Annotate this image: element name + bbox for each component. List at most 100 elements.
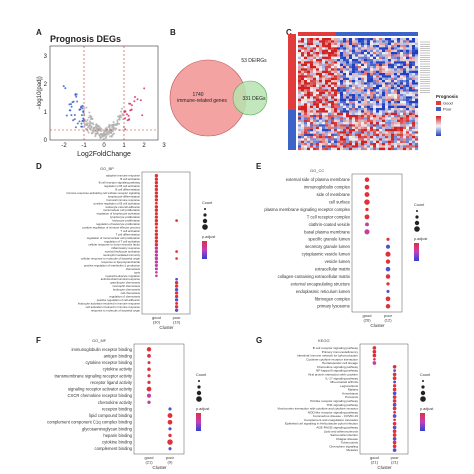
heatmap-cell [304, 42, 308, 46]
heatmap-cell [343, 103, 347, 106]
heatmap-cell [409, 138, 413, 141]
heatmap-cell [343, 145, 347, 148]
heatmap-cell [343, 45, 347, 48]
heatmap-cell [346, 112, 350, 116]
heatmap-cell [337, 75, 341, 78]
heatmap-cell [391, 80, 395, 83]
heatmap-cell [391, 103, 395, 106]
dotplot-cluster-label: (10) [173, 320, 181, 325]
heatmap-cell [310, 52, 314, 55]
heatmap-cell [415, 59, 419, 62]
heatmap-cell [373, 105, 377, 109]
heatmap-cell [352, 38, 356, 41]
heatmap-cell [319, 54, 323, 57]
heatmap-cell [385, 75, 389, 78]
heatmap-cell [367, 145, 371, 148]
dotplot-dot [386, 289, 390, 293]
heatmap-cell [376, 103, 380, 106]
legend-color-scale [196, 413, 201, 431]
heatmap-cell [334, 75, 338, 78]
dotplot-dot [174, 298, 179, 302]
heatmap-cell [331, 133, 335, 137]
volcano-xticks: -2 -1 0 1 2 3 [61, 143, 166, 149]
heatmap-cell [358, 56, 362, 60]
heatmap-cell [379, 68, 383, 71]
heatmap-cells [298, 38, 419, 151]
heatmap-cell [346, 52, 350, 55]
heatmap-cell [340, 98, 344, 102]
heatmap-cell [340, 112, 344, 116]
heatmap-cell [412, 63, 416, 67]
heatmap-cell [355, 108, 359, 111]
heatmap-cell [409, 59, 413, 62]
dotplot-cluster-label: good [363, 313, 372, 318]
heatmap-cell [298, 101, 302, 104]
dotplot-dot [392, 440, 397, 445]
heatmap-cell [364, 124, 368, 127]
legend-color-scale [202, 241, 207, 259]
heatmap-cell [376, 80, 380, 83]
heatmap-cell [331, 66, 335, 69]
dotplot-dot [146, 347, 152, 352]
heatmap-cell [394, 73, 398, 76]
heatmap-cell [304, 80, 308, 83]
heatmap-cell [409, 91, 413, 95]
heatmap-cell [409, 75, 413, 78]
heatmap-cell [355, 47, 359, 50]
heatmap-cell [412, 143, 416, 146]
heatmap-cell [334, 66, 338, 69]
heatmap-cell [298, 61, 302, 64]
heatmap-cell [376, 49, 380, 53]
heatmap-top-annotation-good [298, 32, 336, 36]
heatmap-cell [355, 56, 359, 60]
heatmap-cell [385, 61, 389, 64]
heatmap-cell [370, 138, 374, 141]
heatmap-cell [373, 131, 377, 134]
heatmap-cell [379, 126, 383, 130]
heatmap-cell [361, 122, 365, 125]
heatmap-cell [412, 42, 416, 46]
heatmap-cell [304, 82, 308, 85]
heatmap-cell [310, 56, 314, 60]
heatmap-cell [415, 110, 419, 113]
heatmap-cell [361, 89, 365, 92]
dotplot-term-label: regulation of T cell activation [104, 239, 140, 243]
heatmap-cell [346, 84, 350, 88]
heatmap-cell [364, 66, 368, 69]
heatmap-cell [304, 68, 308, 71]
heatmap-cell [388, 136, 392, 139]
heatmap-cell [331, 136, 335, 139]
heatmap-cell [382, 63, 386, 67]
heatmap-cell [310, 42, 314, 46]
volcano-point [79, 108, 82, 111]
heatmap-cell [394, 143, 398, 146]
volcano-xtick: 0 [102, 143, 106, 149]
heatmap-cell [298, 103, 302, 106]
heatmap-cell [403, 110, 407, 113]
heatmap-cell [304, 126, 308, 130]
heatmap-cell [367, 105, 371, 109]
heatmap-cell [415, 124, 419, 127]
heatmap-cell [316, 138, 320, 141]
heatmap-cell [334, 129, 338, 132]
heatmap-cell [385, 66, 389, 69]
heatmap-cell [304, 77, 308, 81]
volcano-point [72, 119, 75, 122]
heatmap-cell [400, 42, 404, 46]
heatmap-cell [385, 52, 389, 55]
heatmap-cell [394, 54, 398, 57]
heatmap-cell [397, 110, 401, 113]
dotplot-legend-title: Count [196, 373, 207, 377]
heatmap-cell [361, 126, 365, 130]
heatmap-cell [352, 122, 356, 125]
heatmap-cell [355, 136, 359, 139]
heatmap-cell [382, 115, 386, 118]
heatmap-cell [403, 91, 407, 95]
volcano-point [87, 116, 90, 119]
heatmap-cell [406, 103, 410, 106]
heatmap-cell [307, 40, 311, 43]
heatmap-cell [313, 131, 317, 134]
heatmap-cell [361, 73, 365, 76]
dotplot-dot [364, 229, 370, 235]
heatmap-cell [328, 68, 332, 71]
